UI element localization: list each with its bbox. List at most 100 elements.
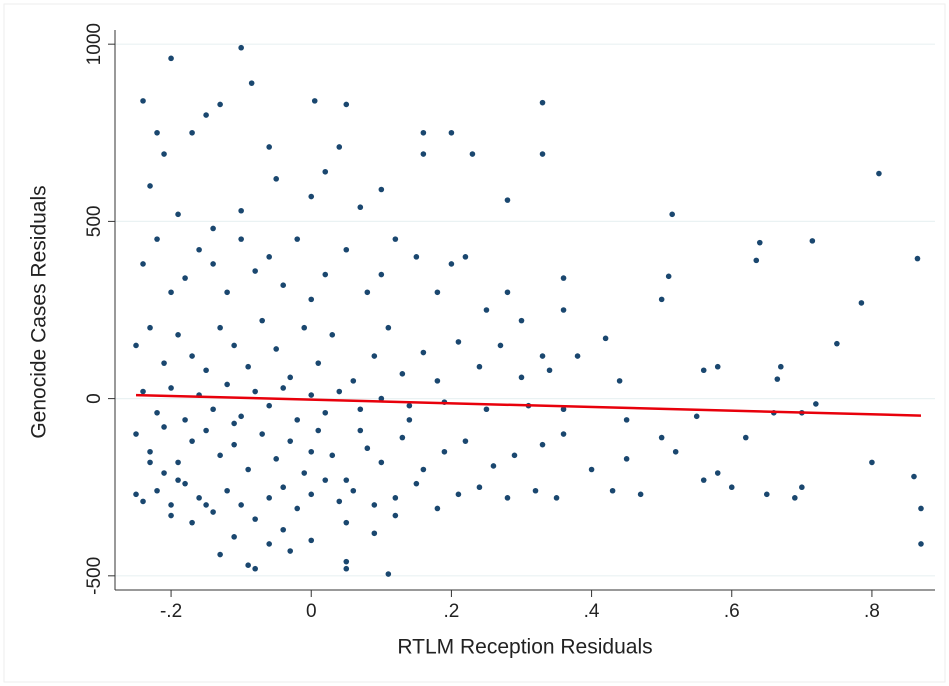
- point: [308, 448, 315, 455]
- point: [280, 526, 287, 533]
- point: [914, 255, 921, 262]
- point: [133, 431, 139, 437]
- point: [392, 512, 399, 519]
- point: [504, 289, 511, 296]
- point: [224, 381, 230, 388]
- point: [140, 261, 146, 267]
- point: [147, 448, 153, 455]
- point: [238, 44, 244, 51]
- point: [266, 144, 272, 150]
- point: [809, 238, 816, 244]
- point: [714, 470, 721, 476]
- point: [287, 438, 294, 444]
- point: [700, 367, 707, 374]
- point: [203, 502, 209, 508]
- point: [406, 417, 413, 423]
- fit-line: [135, 393, 922, 417]
- point: [462, 254, 469, 260]
- point: [343, 246, 350, 253]
- point: [147, 183, 153, 189]
- point: [378, 459, 385, 466]
- point: [364, 445, 371, 452]
- point: [154, 129, 160, 136]
- point: [658, 296, 665, 303]
- point: [189, 353, 195, 359]
- point: [343, 477, 350, 483]
- point: [294, 417, 301, 423]
- point: [574, 353, 581, 359]
- point: [231, 342, 237, 349]
- point: [532, 487, 539, 494]
- point: [637, 491, 644, 498]
- point: [154, 236, 160, 242]
- point: [280, 282, 287, 288]
- point: [224, 487, 230, 494]
- point: [385, 571, 392, 577]
- point: [189, 129, 195, 136]
- point: [350, 378, 357, 384]
- point: [911, 473, 917, 480]
- point: [546, 367, 553, 374]
- point: [189, 519, 195, 526]
- point: [399, 434, 406, 441]
- point: [357, 427, 364, 434]
- point: [616, 378, 623, 384]
- point: [322, 477, 329, 483]
- point: [217, 452, 223, 459]
- point: [858, 300, 865, 306]
- point: [420, 349, 427, 356]
- point: [753, 257, 760, 264]
- point: [308, 537, 315, 544]
- point: [266, 402, 272, 409]
- point: [560, 406, 567, 413]
- point: [182, 480, 188, 487]
- point: [266, 495, 272, 501]
- point: [343, 565, 350, 572]
- point: [168, 385, 174, 391]
- point: [238, 413, 244, 420]
- point: [539, 99, 546, 106]
- point: [623, 417, 630, 423]
- point: [399, 370, 406, 377]
- point: [455, 339, 462, 345]
- point: [168, 502, 174, 508]
- point: [336, 388, 343, 395]
- point: [259, 317, 265, 324]
- point: [497, 342, 504, 349]
- point: [357, 406, 364, 413]
- point: [301, 470, 308, 476]
- point: [287, 548, 294, 554]
- point: [511, 452, 518, 459]
- point: [813, 401, 819, 407]
- point: [490, 463, 497, 469]
- point: [133, 491, 139, 498]
- point: [336, 144, 343, 150]
- point: [245, 562, 251, 568]
- y-tick-label: 0: [84, 393, 105, 404]
- x-tick-label: .6: [724, 601, 740, 622]
- point: [476, 363, 483, 370]
- point: [539, 353, 546, 359]
- point: [133, 342, 139, 349]
- point: [518, 317, 525, 324]
- y-tick-label: 1000: [84, 23, 105, 65]
- point: [406, 402, 413, 409]
- point: [371, 353, 378, 359]
- point: [602, 335, 609, 342]
- point: [623, 456, 630, 462]
- point: [161, 424, 167, 430]
- point: [168, 512, 174, 519]
- point: [147, 459, 153, 466]
- point: [287, 374, 294, 381]
- point: [217, 324, 223, 331]
- point: [210, 225, 216, 232]
- point: [378, 395, 385, 402]
- point: [504, 197, 511, 203]
- point: [378, 186, 385, 193]
- point: [175, 477, 181, 483]
- point: [918, 505, 924, 512]
- point: [238, 236, 244, 242]
- point: [140, 98, 146, 104]
